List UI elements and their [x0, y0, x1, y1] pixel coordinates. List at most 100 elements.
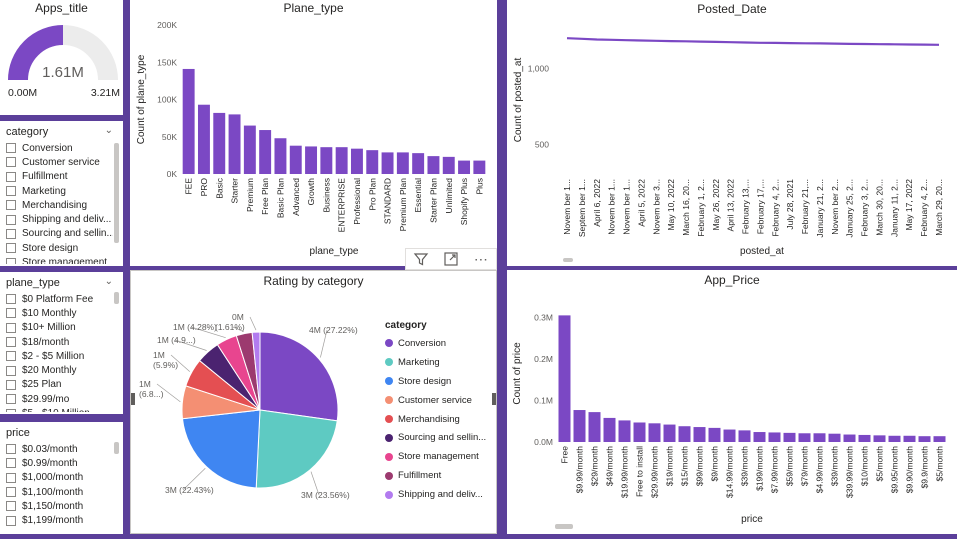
bar[interactable] [228, 114, 241, 174]
bar[interactable] [693, 427, 706, 442]
slicer-item[interactable]: $0 Platform Fee [6, 292, 113, 306]
pie-slice[interactable] [181, 409, 261, 489]
bar[interactable] [813, 433, 826, 442]
bar[interactable] [873, 435, 886, 442]
checkbox[interactable] [6, 501, 16, 512]
bar[interactable] [798, 433, 811, 442]
checkbox[interactable] [6, 200, 16, 211]
slicer-item[interactable]: Sourcing and sellin... [6, 227, 113, 241]
checkbox[interactable] [6, 487, 16, 498]
price-slicer-scrollbar[interactable] [114, 442, 119, 454]
bar[interactable] [588, 412, 601, 442]
bar[interactable] [350, 148, 363, 174]
bar[interactable] [442, 156, 455, 174]
slicer-item[interactable]: $1,150/month [6, 499, 113, 513]
checkbox[interactable] [6, 444, 16, 455]
pie-slice[interactable] [255, 409, 338, 489]
bar[interactable] [663, 424, 676, 442]
category-slicer-scrollbar[interactable] [114, 143, 119, 243]
bar[interactable] [396, 152, 409, 174]
checkbox[interactable] [6, 308, 16, 319]
bar[interactable] [753, 432, 766, 442]
checkbox[interactable] [6, 408, 16, 412]
pie-legend-item[interactable]: Merchandising [385, 410, 496, 429]
slicer-item[interactable]: Store design [6, 241, 113, 255]
bar[interactable] [678, 426, 691, 442]
checkbox[interactable] [6, 351, 16, 362]
pie-resize-handle[interactable] [131, 393, 135, 405]
bar[interactable] [182, 68, 195, 174]
slicer-item[interactable]: $10+ Million [6, 321, 113, 335]
slicer-item[interactable]: Marketing [6, 184, 113, 198]
bar[interactable] [768, 432, 781, 442]
bar[interactable] [366, 150, 379, 174]
app-price-hscrollbar[interactable] [555, 524, 573, 529]
pie-legend-item[interactable]: Store management [385, 447, 496, 466]
series-line[interactable] [566, 37, 940, 46]
pie-resize-handle[interactable] [492, 393, 496, 405]
bar[interactable] [828, 433, 841, 442]
plane-type-slicer-scrollbar[interactable] [114, 292, 119, 304]
slicer-item[interactable]: $1,100/month [6, 485, 113, 499]
focus-mode-icon[interactable] [443, 251, 459, 267]
checkbox[interactable] [6, 243, 16, 254]
slicer-item[interactable]: $18/month [6, 335, 113, 349]
bar[interactable] [573, 410, 586, 442]
slicer-item[interactable]: $20 Monthly [6, 363, 113, 377]
pie-legend-item[interactable]: Fulfillment [385, 466, 496, 485]
chevron-down-icon[interactable]: ⌄ [104, 125, 113, 136]
slicer-item[interactable]: Shipping and deliv... [6, 212, 113, 226]
checkbox[interactable] [6, 337, 16, 348]
bar[interactable] [458, 160, 471, 174]
bar[interactable] [723, 429, 736, 442]
bar[interactable] [648, 423, 661, 442]
bar[interactable] [558, 315, 571, 442]
bar[interactable] [381, 152, 394, 174]
slicer-item[interactable]: Conversion [6, 141, 113, 155]
checkbox[interactable] [6, 322, 16, 333]
bar[interactable] [473, 160, 486, 174]
bar[interactable] [412, 153, 425, 174]
chevron-down-icon[interactable]: ⌄ [104, 276, 113, 287]
checkbox[interactable] [6, 472, 16, 483]
bar[interactable] [274, 138, 287, 174]
bar[interactable] [888, 435, 901, 442]
checkbox[interactable] [6, 515, 16, 526]
slicer-item[interactable]: Fulfillment [6, 170, 113, 184]
checkbox[interactable] [6, 458, 16, 469]
bar[interactable] [783, 432, 796, 442]
bar[interactable] [335, 147, 348, 174]
bar[interactable] [259, 130, 272, 174]
checkbox[interactable] [6, 379, 16, 390]
bar[interactable] [858, 434, 871, 442]
pie-slice[interactable] [251, 331, 261, 411]
pie-legend-item[interactable]: Customer service [385, 391, 496, 410]
more-options-icon[interactable]: ⋯ [473, 250, 489, 267]
checkbox[interactable] [6, 171, 16, 182]
bar[interactable] [708, 427, 721, 442]
checkbox[interactable] [6, 365, 16, 376]
bar[interactable] [305, 146, 318, 174]
bar[interactable] [933, 436, 946, 442]
pie-legend-item[interactable]: Store design [385, 372, 496, 391]
slicer-item[interactable]: $1,199/month [6, 513, 113, 527]
filter-icon[interactable] [413, 251, 429, 267]
pie-legend-item[interactable]: Conversion [385, 334, 496, 353]
slicer-item[interactable]: Customer service [6, 155, 113, 169]
checkbox[interactable] [6, 214, 16, 225]
slicer-item[interactable]: Store management [6, 255, 113, 264]
bar[interactable] [320, 147, 333, 174]
slicer-item[interactable]: Merchandising [6, 198, 113, 212]
checkbox[interactable] [6, 394, 16, 405]
bar[interactable] [243, 125, 256, 174]
checkbox[interactable] [6, 186, 16, 197]
slicer-item[interactable]: $10 Monthly [6, 306, 113, 320]
checkbox[interactable] [6, 228, 16, 239]
slicer-item[interactable]: $1,000/month [6, 471, 113, 485]
slicer-item[interactable]: $5 - $10 Million [6, 406, 113, 412]
posted-date-hscrollbar[interactable] [563, 258, 573, 262]
bar[interactable] [843, 434, 856, 442]
checkbox[interactable] [6, 143, 16, 154]
bar[interactable] [197, 104, 210, 174]
checkbox[interactable] [6, 157, 16, 168]
